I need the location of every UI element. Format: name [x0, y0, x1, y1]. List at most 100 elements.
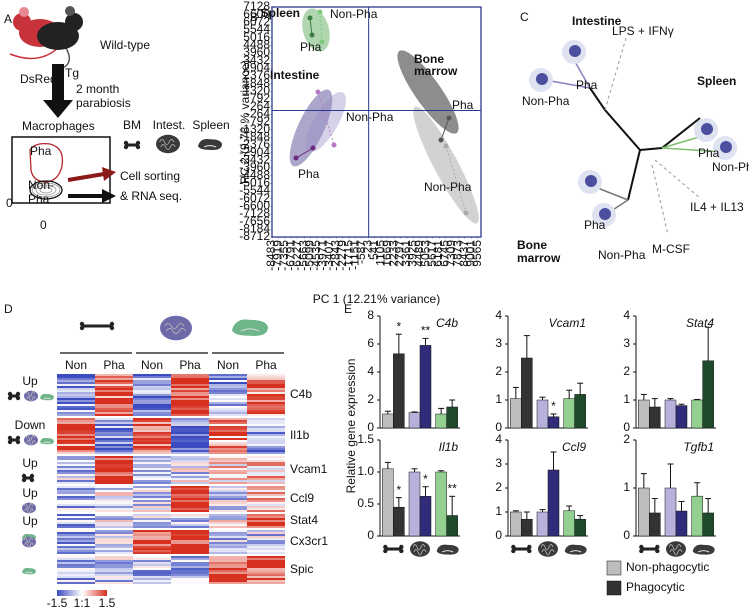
heatmap-stripe [57, 482, 95, 484]
heatmap-stripe [95, 486, 133, 488]
heatmap-stripe [209, 552, 247, 554]
leaf-label: Non-Pha [598, 248, 646, 262]
heatmap-stripe [57, 468, 95, 470]
heatmap-stripe [133, 414, 171, 416]
heatmap-stripe [57, 404, 95, 406]
heatmap-stripe [57, 580, 95, 582]
y-tick-label: 5544 [243, 22, 270, 36]
mouse-red-ear [19, 7, 29, 17]
heatmap-stripe [209, 546, 247, 548]
heatmap-stripe [133, 568, 171, 570]
heatmap-stripe [95, 552, 133, 554]
significance: * [551, 399, 556, 413]
y-tick-label: 2 [367, 392, 374, 406]
heatmap-stripe [57, 496, 95, 498]
heatmap-stripe [247, 572, 285, 574]
heatmap-stripe [133, 578, 171, 580]
significance: * [396, 319, 401, 333]
heatmap-stripe [57, 516, 95, 518]
heatmap-stripe [57, 570, 95, 572]
heatmap-stripe [171, 466, 209, 468]
heatmap-stripe [95, 536, 133, 538]
confidence-ellipse [397, 50, 459, 134]
column-label: Pha [255, 358, 277, 372]
heatmap-stripe [133, 510, 171, 512]
spleen-body [40, 437, 54, 445]
heatmap-stripe [95, 382, 133, 384]
heatmap-stripe [57, 390, 95, 392]
heatmap-stripe [247, 576, 285, 578]
heatmap-stripe [209, 428, 247, 430]
y-tick-label: 4 [623, 308, 630, 322]
heatmap-stripe [133, 542, 171, 544]
heatmap-stripe [133, 476, 171, 478]
heatmap-stripe [171, 536, 209, 538]
bar [649, 406, 661, 429]
heatmap-stripe [95, 482, 133, 484]
heatmap-stripe [95, 436, 133, 438]
heatmap-stripe [247, 580, 285, 582]
bar [547, 416, 560, 429]
bar [536, 399, 549, 429]
heatmap-stripe [95, 398, 133, 400]
y-tick-label: -2904 [239, 145, 270, 159]
heatmap-stripe [95, 470, 133, 472]
heatmap-stripe [171, 518, 209, 520]
heatmap-stripe [247, 388, 285, 390]
bar [419, 496, 432, 537]
heatmap-stripe [133, 438, 171, 440]
heatmap-stripe [247, 464, 285, 466]
significance: * [396, 483, 401, 497]
heatmap-stripe [247, 490, 285, 492]
heatmap-stripe [57, 534, 95, 536]
bar [393, 506, 405, 537]
bone-knob [135, 144, 141, 150]
point [331, 142, 337, 148]
reporter-superscript: Tg [65, 66, 79, 80]
heatmap-stripe [171, 516, 209, 518]
heatmap-stripe [95, 446, 133, 448]
heatmap-stripe [95, 550, 133, 552]
y-tick-label: 0 [495, 528, 502, 542]
heatmap-stripe [57, 438, 95, 440]
heatmap-stripe [209, 542, 247, 544]
heatmap-stripe [209, 432, 247, 434]
tissue-label: Intest. [153, 118, 186, 132]
x-tick-label: 6745 [438, 240, 452, 267]
heatmap-stripe [247, 444, 285, 446]
heatmap-stripe [57, 450, 95, 452]
bar [435, 413, 447, 429]
heatmap-stripe [57, 466, 95, 468]
panel-letter: D [4, 302, 13, 316]
heatmap-stripe [171, 540, 209, 542]
heatmap-stripe [95, 530, 133, 532]
bone-icon [511, 544, 532, 554]
heatmap-stripe [95, 538, 133, 540]
heatmap-stripe [171, 558, 209, 560]
spleen-hilum [240, 328, 260, 332]
heatmap-stripe [133, 460, 171, 462]
gene-label: C4b [290, 387, 312, 401]
heatmap-stripe [133, 582, 171, 584]
heatmap-stripe [209, 516, 247, 518]
gate-label: Pha [28, 192, 50, 206]
cell-nucleus [720, 141, 732, 153]
heatmap-stripe [209, 434, 247, 436]
heatmap-stripe [247, 428, 285, 430]
heatmap-stripe [209, 412, 247, 414]
y-tick-label: 6072 [243, 15, 270, 29]
heatmap-stripe [133, 446, 171, 448]
heatmap-stripe [57, 396, 95, 398]
heatmap-stripe [209, 462, 247, 464]
heatmap-stripe [133, 442, 171, 444]
heatmap-stripe [133, 418, 171, 420]
heatmap-stripe [171, 400, 209, 402]
heatmap-stripe [95, 410, 133, 412]
bar [691, 399, 703, 429]
bone-knob [511, 544, 516, 550]
heatmap-stripe [95, 534, 133, 536]
y-tick-label: -1848 [239, 130, 270, 144]
heatmap-stripe [247, 508, 285, 510]
heatmap-stripe [95, 516, 133, 518]
heatmap-stripe [133, 572, 171, 574]
